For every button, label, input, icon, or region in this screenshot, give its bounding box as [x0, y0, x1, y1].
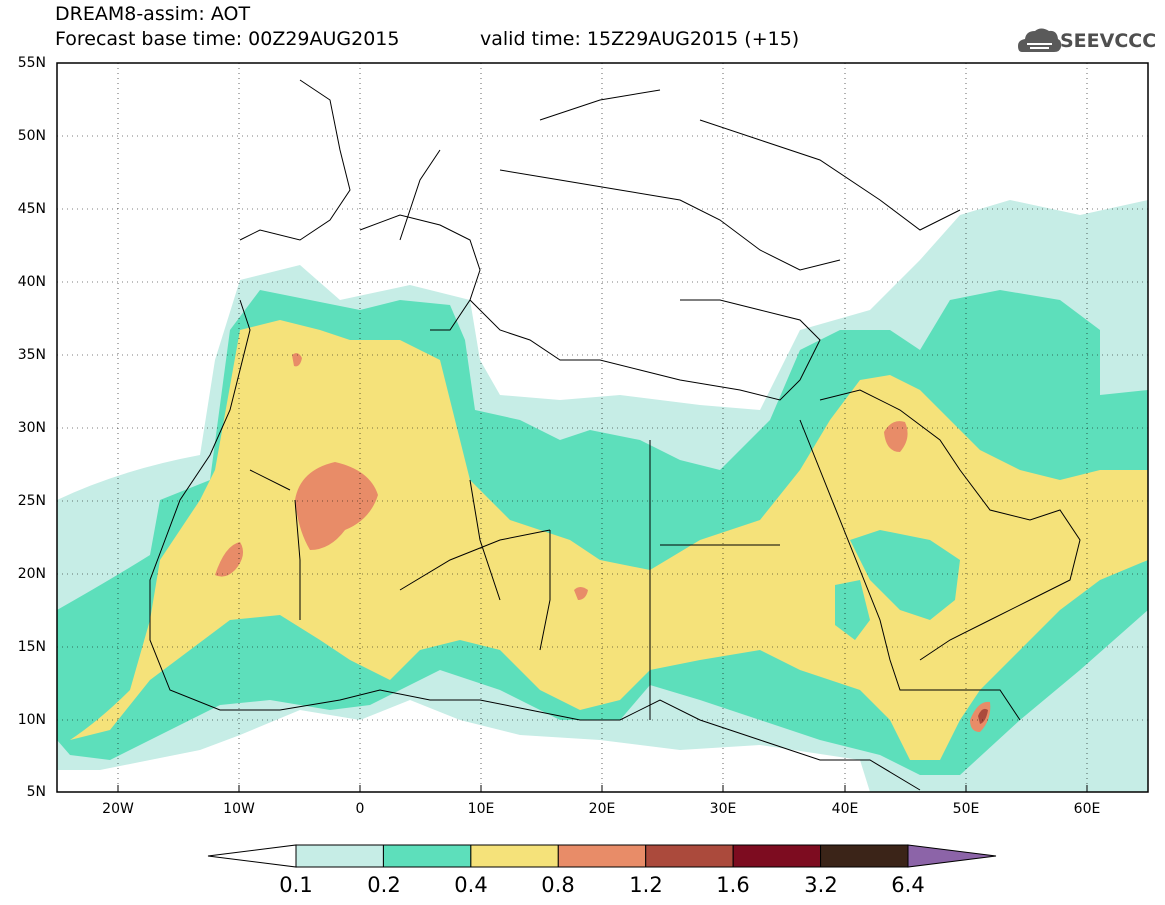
aot-band-0.2-inner2	[835, 580, 870, 640]
lat-label: 20N	[17, 566, 46, 582]
lat-label: 55N	[17, 55, 46, 71]
aot-band-0.8-sahara	[295, 462, 378, 550]
colorbar-segment	[470, 844, 559, 868]
logo-text: SEEVCCC	[1060, 30, 1157, 52]
lon-label: 0	[355, 801, 365, 817]
aot-band-0.8-mor	[292, 353, 302, 367]
lon-label: 10W	[223, 801, 255, 817]
cloud-logo-icon	[1018, 28, 1062, 52]
colorbar-segment	[732, 844, 822, 868]
colorbar-segment	[295, 844, 384, 868]
colorbar-segment	[382, 844, 472, 868]
colorbar-label: 1.6	[716, 873, 750, 897]
gridlines	[57, 63, 1148, 792]
lon-label: 50E	[952, 801, 980, 817]
aot-band-0.8-chad	[574, 587, 588, 600]
valid-time: valid time: 15Z29AUG2015 (+15)	[480, 28, 800, 50]
colorbar-segment	[907, 844, 997, 868]
lat-label: 45N	[17, 201, 46, 217]
colorbar-label: 3.2	[804, 873, 838, 897]
aot-band-1.2-somalia	[978, 708, 988, 724]
aot-band-0.2-inner	[850, 530, 960, 620]
coastlines	[149, 79, 1081, 791]
colorbar-segment	[557, 844, 647, 868]
colorbar-label: 0.1	[279, 873, 313, 897]
colorbar-segment	[820, 844, 909, 868]
colorbar-label: 6.4	[891, 873, 925, 897]
map-title: DREAM8-assim: AOT	[55, 3, 251, 25]
aot-band-0.8-iraq	[884, 421, 908, 452]
lon-label: 20E	[588, 801, 616, 817]
lon-label: 30E	[709, 801, 737, 817]
colorbar	[207, 844, 997, 868]
colorbar-segment	[207, 844, 297, 868]
colorbar-segment	[645, 844, 734, 868]
lat-label: 10N	[17, 712, 46, 728]
lon-label: 40E	[831, 801, 859, 817]
lat-label: 40N	[17, 274, 46, 290]
aot-band-0.4	[70, 320, 1148, 760]
lat-label: 15N	[17, 639, 46, 655]
lat-label: 5N	[26, 784, 46, 800]
axis-ticks	[117, 785, 1088, 792]
colorbar-label: 1.2	[629, 873, 663, 897]
lat-label: 25N	[17, 493, 46, 509]
lon-label: 20W	[102, 801, 134, 817]
colorbar-label: 0.2	[367, 873, 401, 897]
lat-label: 30N	[17, 420, 46, 436]
aot-band-0.8-w	[215, 542, 244, 577]
lat-label: 35N	[17, 347, 46, 363]
lon-label: 60E	[1073, 801, 1101, 817]
lon-label: 10E	[467, 801, 495, 817]
forecast-base-time: Forecast base time: 00Z29AUG2015	[55, 28, 400, 50]
colorbar-label: 0.8	[541, 873, 575, 897]
colorbar-label: 0.4	[454, 873, 488, 897]
lat-label: 50N	[17, 128, 46, 144]
